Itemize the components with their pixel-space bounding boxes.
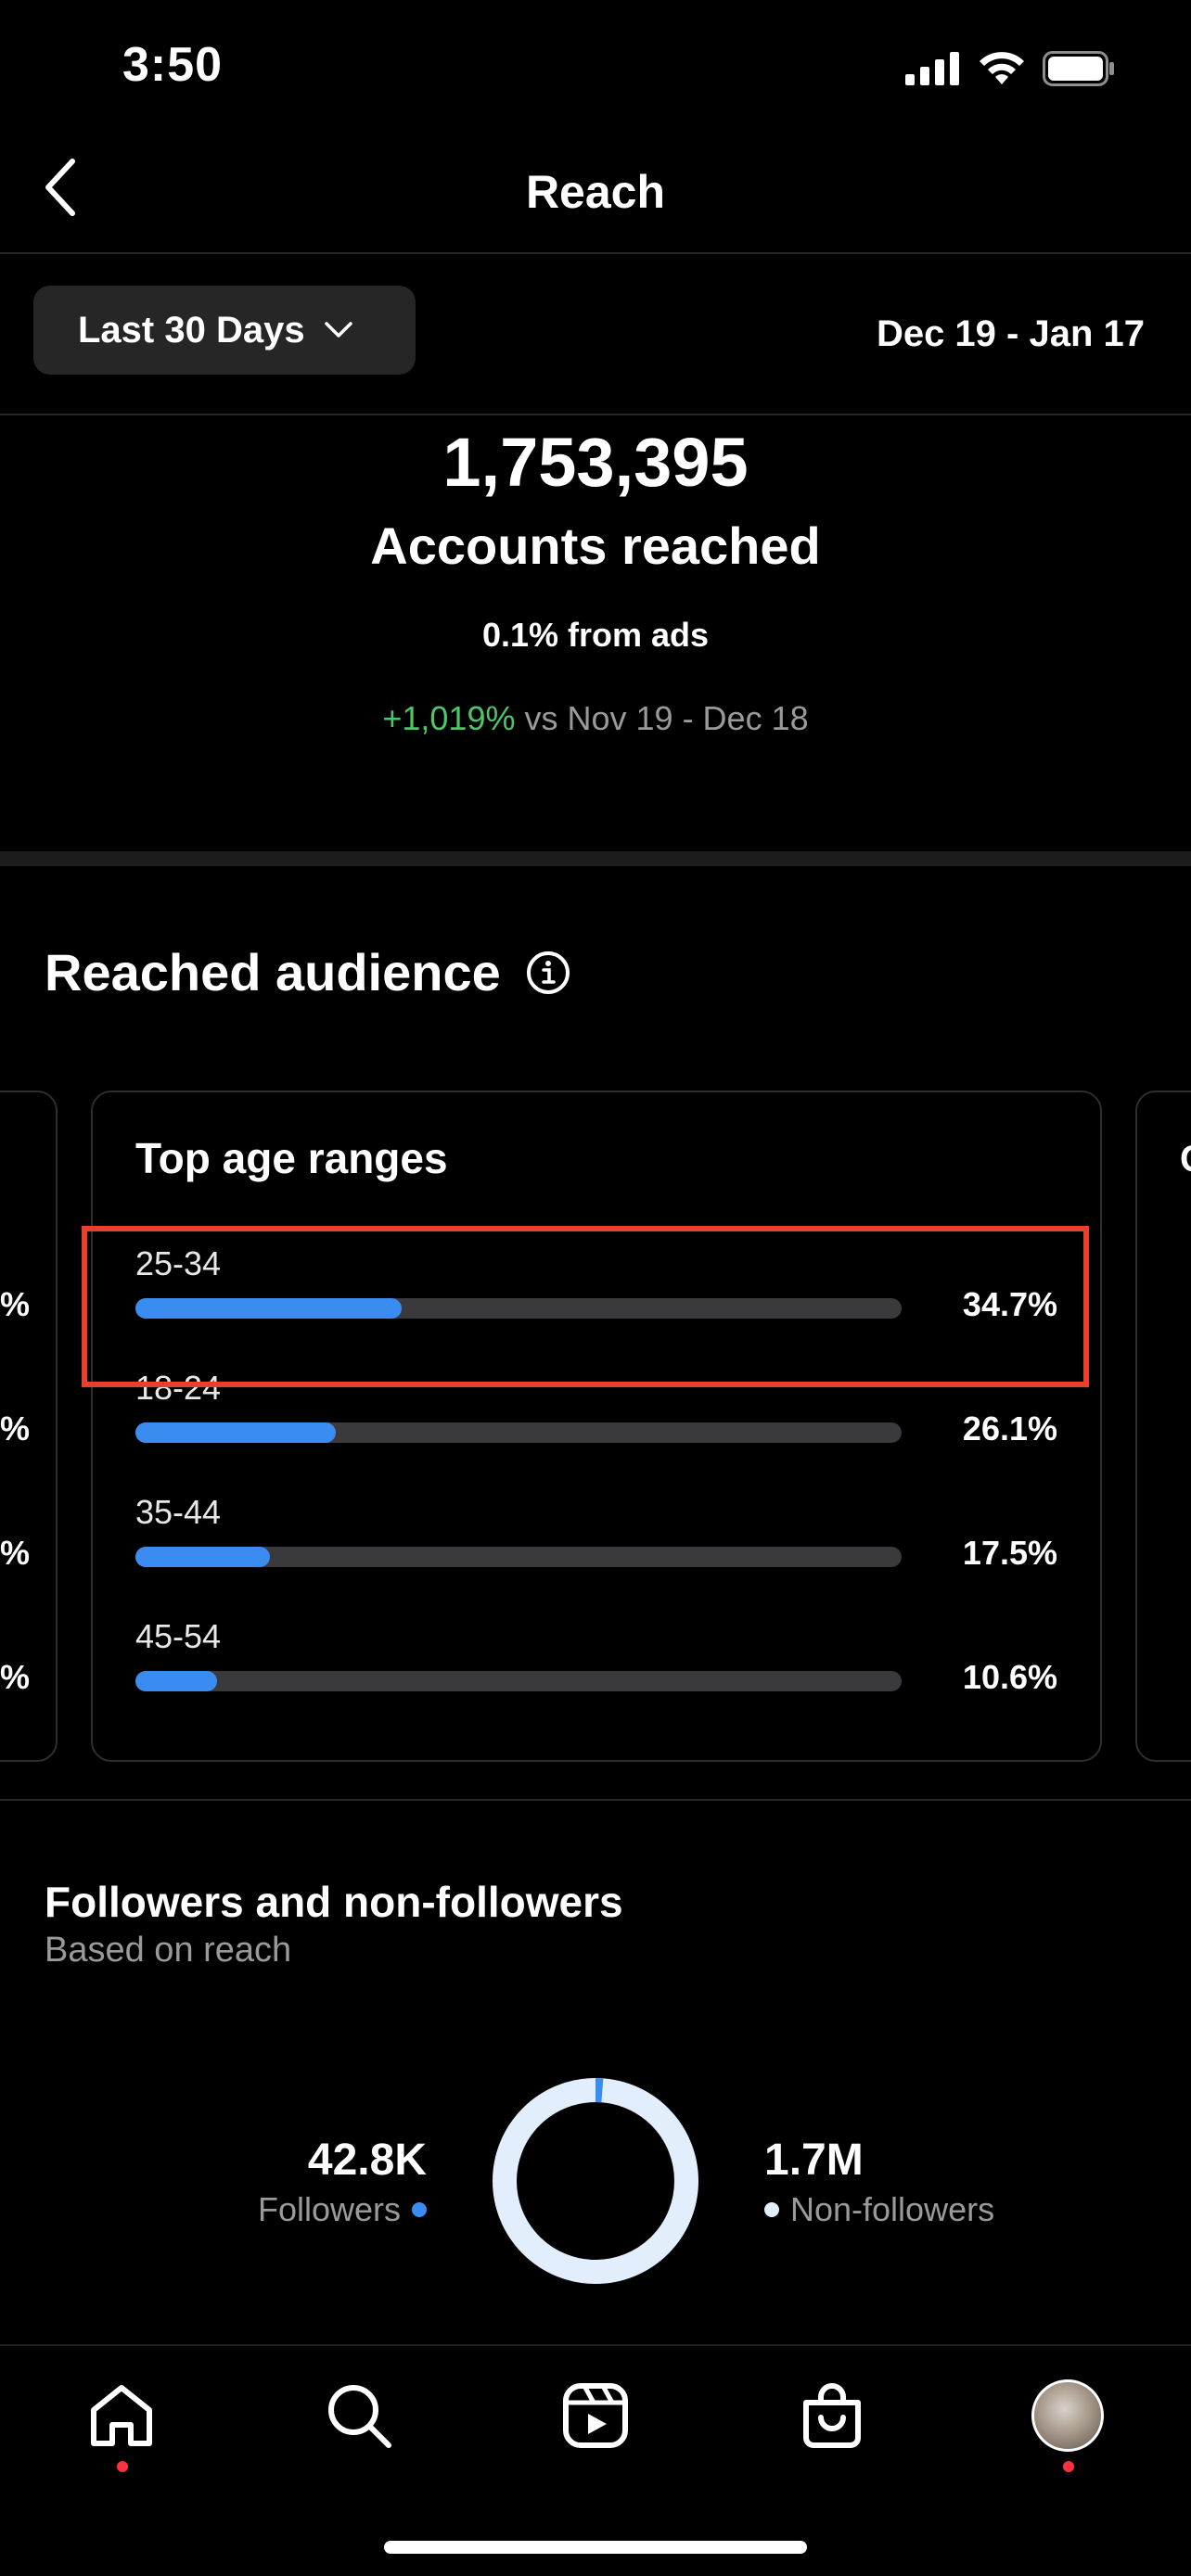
accounts-reached-label: Accounts reached xyxy=(370,516,821,575)
previous-card-value: % xyxy=(0,1534,31,1572)
followers-legend: Followers xyxy=(258,2190,427,2229)
nonfollowers-dot-icon xyxy=(764,2202,779,2217)
info-icon[interactable] xyxy=(525,950,571,996)
tab-home[interactable] xyxy=(80,2374,163,2457)
header-divider xyxy=(0,252,1191,254)
tab-profile[interactable] xyxy=(1026,2374,1109,2457)
back-button[interactable] xyxy=(41,148,96,226)
age-bar-fill xyxy=(135,1547,270,1567)
nonfollowers-ring xyxy=(493,2078,698,2284)
age-bar-fill xyxy=(135,1422,336,1443)
status-time: 3:50 xyxy=(122,38,224,92)
reached-audience-heading: Reached audience xyxy=(45,942,571,1002)
previous-card[interactable] xyxy=(0,1090,58,1762)
next-card-title: C xyxy=(1180,1139,1191,1180)
age-range-label: 18-24 xyxy=(135,1369,222,1407)
age-range-percent: 10.6% xyxy=(962,1658,1057,1696)
highlight-annotation-box xyxy=(82,1226,1089,1387)
reels-icon xyxy=(563,2383,628,2448)
age-range-percent: 17.5% xyxy=(962,1534,1057,1572)
age-bar-track xyxy=(135,1422,902,1443)
comparison-text: +1,019% vs Nov 19 - Dec 18 xyxy=(0,699,1191,738)
age-bar-fill xyxy=(135,1671,217,1691)
tab-reels[interactable] xyxy=(554,2374,637,2457)
tab-search[interactable] xyxy=(317,2374,401,2457)
search-icon xyxy=(328,2385,391,2448)
age-range-percent: 26.1% xyxy=(962,1409,1057,1447)
from-ads-text: 0.1% from ads xyxy=(481,616,710,654)
chevron-down-icon xyxy=(324,322,352,338)
previous-card-value: % xyxy=(0,1658,31,1696)
followers-label: Followers xyxy=(257,2190,401,2228)
date-range-text: Dec 19 - Jan 17 xyxy=(876,313,1145,354)
age-bar-track xyxy=(135,1671,902,1691)
home-icon xyxy=(91,2385,152,2446)
followers-count: 42.8K xyxy=(307,2136,427,2185)
next-card[interactable] xyxy=(1135,1090,1191,1762)
change-percent: +1,019% xyxy=(382,699,516,737)
age-bar-fill xyxy=(135,1298,402,1319)
comparison-period: vs Nov 19 - Dec 18 xyxy=(524,699,809,737)
previous-card-value: % xyxy=(0,1409,31,1447)
reached-audience-title: Reached audience xyxy=(45,943,501,1001)
followers-donut-chart xyxy=(493,2078,698,2284)
age-range-label: 35-44 xyxy=(135,1493,222,1531)
home-indicator xyxy=(384,2541,807,2554)
battery-icon xyxy=(1043,51,1114,86)
chevron-left-icon xyxy=(45,159,75,216)
age-bar-track xyxy=(135,1298,902,1319)
followers-dot-icon xyxy=(412,2202,427,2217)
followers-section-title: Followers and non-followers xyxy=(45,1878,623,1926)
page-title: Reach xyxy=(525,166,666,218)
nonfollowers-label: Non-followers xyxy=(790,2190,995,2228)
age-range-percent: 34.7% xyxy=(962,1285,1057,1323)
followers-ring-segment xyxy=(493,2078,698,2284)
nonfollowers-count: 1.7M xyxy=(764,2136,864,2185)
age-range-label: 25-34 xyxy=(135,1244,222,1282)
status-icons xyxy=(905,48,1117,89)
section-separator xyxy=(0,851,1191,866)
age-bar-track xyxy=(135,1547,902,1567)
age-range-label: 45-54 xyxy=(135,1617,222,1655)
wifi-icon xyxy=(980,52,1024,84)
tab-bar-divider xyxy=(0,2344,1191,2346)
avatar xyxy=(1031,2379,1104,2452)
followers-section-subtitle: Based on reach xyxy=(45,1931,292,1970)
date-range-dropdown[interactable]: Last 30 Days xyxy=(33,286,416,375)
top-age-ranges-card xyxy=(91,1090,1102,1762)
filter-divider xyxy=(0,414,1191,415)
card-title: Top age ranges xyxy=(135,1134,448,1182)
tab-shop[interactable] xyxy=(790,2374,874,2457)
previous-card-value: % xyxy=(0,1285,31,1323)
accounts-reached-count: 1,753,395 xyxy=(442,424,749,501)
shopping-bag-icon xyxy=(803,2383,861,2448)
signal-icon xyxy=(905,52,959,85)
nonfollowers-legend: Non-followers xyxy=(764,2190,994,2229)
notification-dot xyxy=(1063,2461,1074,2472)
date-range-label: Last 30 Days xyxy=(78,309,305,351)
notification-dot xyxy=(117,2461,128,2472)
section-divider xyxy=(0,1799,1191,1801)
